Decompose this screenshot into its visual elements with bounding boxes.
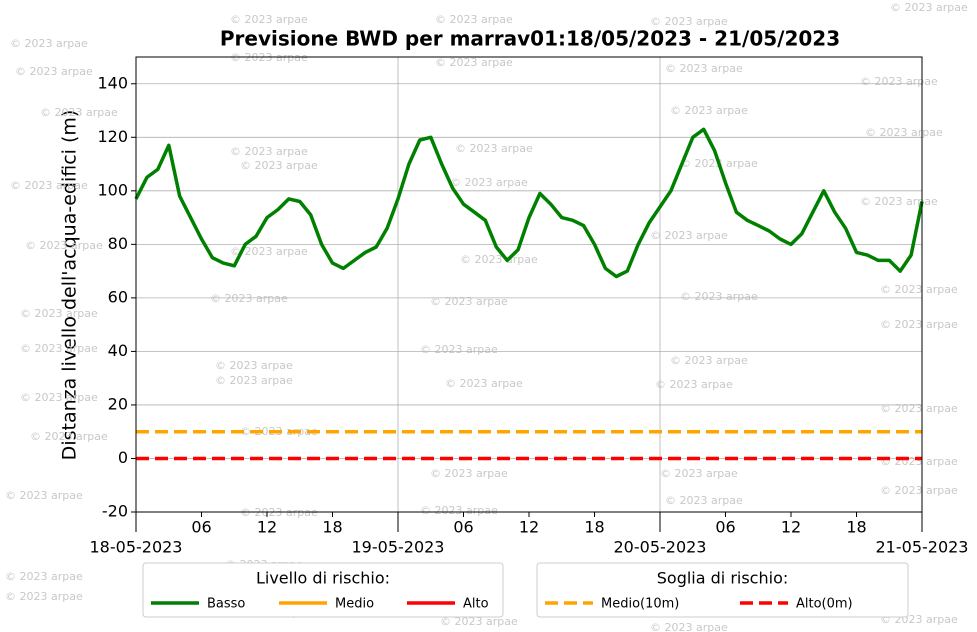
y-tick-label: 40 xyxy=(108,341,128,360)
watermark: © 2023 arpae xyxy=(215,359,293,372)
watermark: © 2023 arpae xyxy=(5,590,83,603)
watermark: © 2023 arpae xyxy=(650,15,728,28)
watermark: © 2023 arpae xyxy=(420,504,498,517)
watermark: © 2023 arpae xyxy=(460,253,538,266)
legend-title: Livello di rischio: xyxy=(256,569,390,588)
legend-label: Medio(10m) xyxy=(601,597,679,612)
legend-label: Alto xyxy=(463,597,489,612)
watermark: © 2023 arpae xyxy=(430,467,508,480)
x-tick-label: 20-05-2023 xyxy=(614,538,707,557)
watermark: © 2023 arpae xyxy=(230,245,308,258)
watermark: © 2023 arpae xyxy=(440,615,518,628)
y-tick-label: 80 xyxy=(108,234,128,253)
x-tick-label: 18 xyxy=(584,518,604,537)
watermark: © 2023 arpae xyxy=(890,1,968,14)
watermark: © 2023 arpae xyxy=(650,621,728,632)
x-tick-label: 12 xyxy=(781,518,801,537)
watermark: © 2023 arpae xyxy=(5,570,83,583)
x-tick-label: 12 xyxy=(519,518,539,537)
x-tick-label: 18 xyxy=(846,518,866,537)
watermark: © 2023 arpae xyxy=(20,342,98,355)
watermark: © 2023 arpae xyxy=(435,56,513,69)
y-tick-label: 60 xyxy=(108,287,128,306)
x-tick-label: 12 xyxy=(257,518,277,537)
legend-title: Soglia di rischio: xyxy=(657,569,789,588)
watermark: © 2023 arpae xyxy=(455,142,533,155)
watermark: © 2023 arpae xyxy=(420,343,498,356)
chart-title: Previsione BWD per marrav01:18/05/2023 -… xyxy=(220,27,840,51)
y-tick-label: -20 xyxy=(102,502,128,521)
watermark: © 2023 arpae xyxy=(880,402,958,415)
watermark: © 2023 arpae xyxy=(650,229,728,242)
data-line xyxy=(134,127,924,279)
watermark: © 2023 arpae xyxy=(670,104,748,117)
y-axis-label: Distanza livello dell'acqua-edifici (m) xyxy=(59,110,81,461)
watermark: © 2023 arpae xyxy=(655,378,733,391)
watermark: © 2023 arpae xyxy=(20,307,98,320)
watermark: © 2023 arpae xyxy=(880,484,958,497)
watermark: © 2023 arpae xyxy=(430,295,508,308)
y-tick-label: 140 xyxy=(97,73,128,92)
watermark: © 2023 arpae xyxy=(880,318,958,331)
watermark: © 2023 arpae xyxy=(865,126,943,139)
x-tick-label: 06 xyxy=(715,518,735,537)
watermark: © 2023 arpae xyxy=(10,37,88,50)
watermark: © 2023 arpae xyxy=(5,489,83,502)
watermark: © 2023 arpae xyxy=(230,13,308,26)
y-tick-label: 20 xyxy=(108,394,128,413)
watermark: © 2023 arpae xyxy=(10,179,88,192)
watermark: © 2023 arpae xyxy=(40,106,118,119)
watermark: © 2023 arpae xyxy=(860,195,938,208)
watermark: © 2023 arpae xyxy=(30,430,108,443)
legend-box xyxy=(536,562,909,618)
watermark: © 2023 arpae xyxy=(445,377,523,390)
watermark: © 2023 arpae xyxy=(15,65,93,78)
watermark: © 2023 arpae xyxy=(215,374,293,387)
watermark: © 2023 arpae xyxy=(210,292,288,305)
watermark: © 2023 arpae xyxy=(860,75,938,88)
watermark: © 2023 arpae xyxy=(25,239,103,252)
x-tick-label: 06 xyxy=(191,518,211,537)
plot-frame xyxy=(135,56,923,513)
watermark: © 2023 arpae xyxy=(670,354,748,367)
x-tick-label: 18-05-2023 xyxy=(90,538,183,557)
watermark: © 2023 arpae xyxy=(660,467,738,480)
legend-label: Medio xyxy=(335,597,374,612)
watermark: © 2023 arpae xyxy=(680,290,758,303)
watermark: © 2023 arpae xyxy=(240,159,318,172)
y-tick-label: 120 xyxy=(97,127,128,146)
watermark: © 2023 arpae xyxy=(450,176,528,189)
watermark: © 2023 arpae xyxy=(665,62,743,75)
watermark: © 2023 arpae xyxy=(665,494,743,507)
x-tick-label: 06 xyxy=(453,518,473,537)
y-tick-label: 0 xyxy=(118,448,128,467)
legend-label: Alto(0m) xyxy=(796,597,853,612)
y-tick-label: 100 xyxy=(97,180,128,199)
watermark: © 2023 arpae xyxy=(20,391,98,404)
x-tick-label: 21-05-2023 xyxy=(876,538,969,557)
x-tick-label: 18 xyxy=(322,518,342,537)
legend-label: Basso xyxy=(207,597,245,612)
watermark: © 2023 arpae xyxy=(435,13,513,26)
watermark: © 2023 arpae xyxy=(230,145,308,158)
x-tick-label: 19-05-2023 xyxy=(352,538,445,557)
watermark: © 2023 arpae xyxy=(880,283,958,296)
